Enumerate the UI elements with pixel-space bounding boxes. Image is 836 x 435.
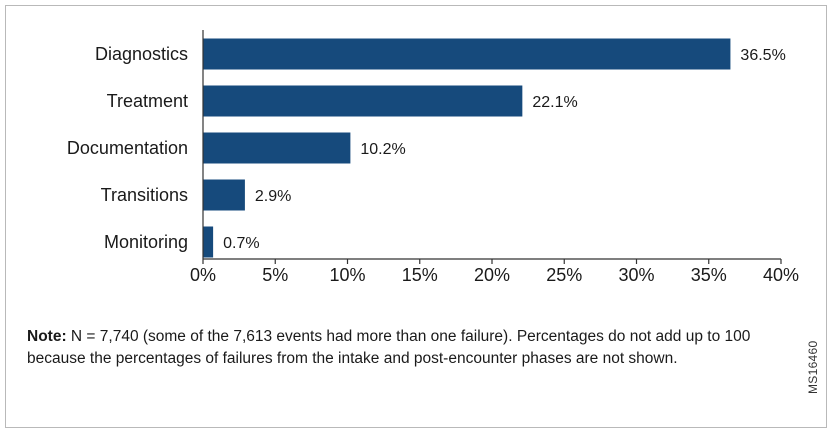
value-label-diagnostics: 36.5% xyxy=(740,47,785,64)
value-label-transitions: 2.9% xyxy=(255,188,291,205)
x-tick-label: 0% xyxy=(190,265,216,285)
category-label-diagnostics: Diagnostics xyxy=(95,44,188,64)
x-tick-label: 15% xyxy=(402,265,438,285)
category-label-transitions: Transitions xyxy=(101,185,188,205)
x-tick-label: 35% xyxy=(691,265,727,285)
x-tick-label: 30% xyxy=(618,265,654,285)
note-label: Note: xyxy=(27,328,67,345)
bar-chart: Diagnostics 36.5% Treatment 22.1% Documentat… xyxy=(67,30,799,285)
figure-note: Note: N = 7,740 (some of the 7,613 event… xyxy=(27,326,787,370)
value-label-documentation: 10.2% xyxy=(360,141,405,158)
x-tick-label: 20% xyxy=(474,265,510,285)
x-tick-label: 5% xyxy=(262,265,288,285)
figure-frame xyxy=(5,5,827,428)
category-label-treatment: Treatment xyxy=(107,91,188,111)
bar-monitoring xyxy=(203,226,214,258)
value-label-treatment: 22.1% xyxy=(532,94,577,111)
x-tick-label: 10% xyxy=(329,265,365,285)
value-label-monitoring: 0.7% xyxy=(223,235,259,252)
category-label-monitoring: Monitoring xyxy=(104,232,188,252)
x-tick-label: 25% xyxy=(546,265,582,285)
bar-documentation xyxy=(203,132,351,164)
bar-diagnostics xyxy=(203,38,731,70)
bar-treatment xyxy=(203,85,523,117)
figure-code: MS16460 xyxy=(806,340,820,394)
x-tick-label: 40% xyxy=(763,265,799,285)
note-text: N = 7,740 (some of the 7,613 events had … xyxy=(27,328,751,367)
bar-transitions xyxy=(203,179,245,211)
category-label-documentation: Documentation xyxy=(67,138,188,158)
